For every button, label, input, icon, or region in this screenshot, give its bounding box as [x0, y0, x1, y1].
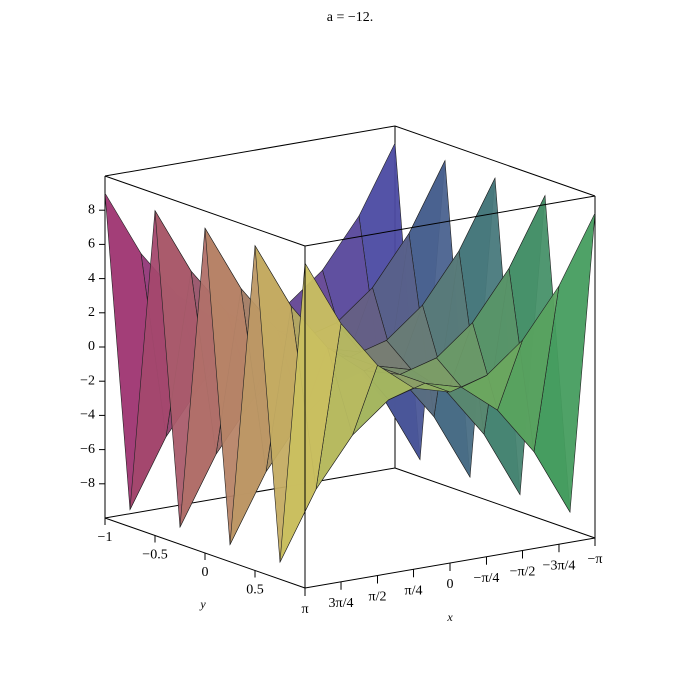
z-tick-label: 4	[88, 271, 95, 286]
box-edge	[104, 125, 396, 177]
y-tick-label: 0	[202, 565, 209, 580]
box-edge	[104, 175, 306, 247]
chart-title: a = −12.	[327, 10, 374, 25]
x-tick-label: π/4	[405, 584, 423, 599]
y-tick-label: −1	[98, 530, 113, 545]
box-edge	[304, 195, 596, 247]
x-tick-label: 3π/4	[329, 596, 354, 611]
x-tick-label: π/2	[369, 590, 387, 605]
z-tick-label: −8	[80, 476, 95, 491]
z-tick-label: −2	[80, 373, 95, 388]
x-axis-label: x	[446, 610, 453, 624]
y-axis-label: y	[199, 597, 206, 611]
box-edge	[394, 467, 596, 539]
x-tick-label: π	[301, 602, 308, 617]
box-edge	[394, 125, 596, 197]
x-tick-label: 0	[447, 577, 454, 592]
z-tick-label: 8	[88, 202, 95, 217]
x-tick-label: −π/2	[510, 565, 536, 580]
x-tick-label: −π	[588, 552, 603, 567]
y-tick-label: 0.5	[246, 583, 264, 598]
x-tick-label: −3π/4	[543, 558, 576, 573]
x-tick-label: −π/4	[474, 571, 500, 586]
y-tick-label: −0.5	[142, 548, 167, 563]
z-tick-label: −4	[80, 408, 95, 423]
z-tick-label: 0	[88, 339, 95, 354]
z-tick-label: −6	[80, 442, 95, 457]
z-tick-label: 6	[88, 237, 95, 252]
z-tick-label: 2	[88, 305, 95, 320]
